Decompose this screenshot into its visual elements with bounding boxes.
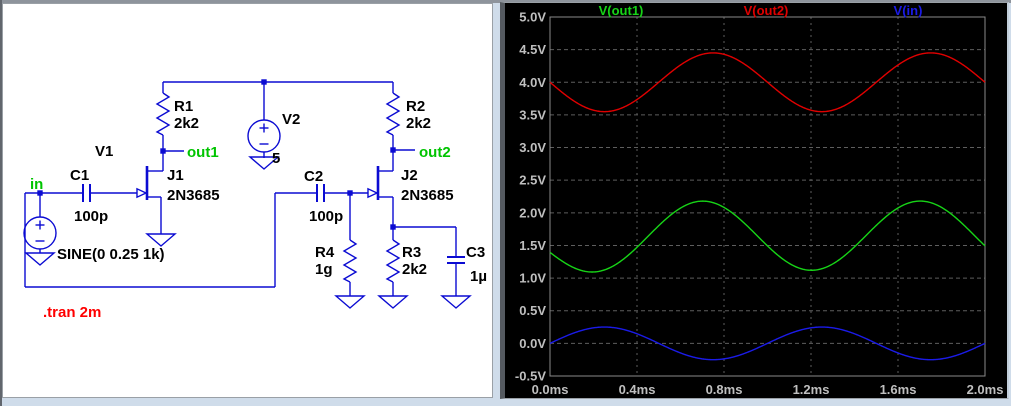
component-name[interactable]: J2	[401, 167, 418, 184]
y-tick-label: 4.5V	[519, 42, 546, 57]
ground-icon[interactable]	[145, 233, 177, 247]
net-label-out2[interactable]: out2	[419, 144, 451, 161]
waveform-viewer-pane[interactable]: 5.0V 4.5V 4.0V 3.5V 3.0V 2.5V 2.0V 1.5V 1.0V 0.5V…	[500, 2, 1009, 399]
component-value[interactable]: 2k2	[402, 261, 427, 278]
component-value[interactable]: 100p	[74, 208, 108, 225]
component-name[interactable]: J1	[167, 167, 184, 184]
junction-dot	[261, 79, 267, 85]
y-tick-label: 3.5V	[519, 107, 546, 122]
y-tick-label: 0.5V	[519, 303, 546, 318]
wire-net[interactable]	[24, 81, 457, 296]
resistor-R1[interactable]: R1 2k2	[155, 92, 199, 136]
trace-vout1	[549, 200, 986, 273]
y-tick-label: 3.0V	[519, 140, 546, 155]
y-tick-label: 2.5V	[519, 173, 546, 188]
net-label-out1[interactable]: out1	[187, 144, 219, 161]
net-label-in[interactable]: in	[30, 176, 43, 193]
trace-vin	[549, 326, 986, 361]
schematic-canvas[interactable]: V1 SINE(0 0.25 1k) V2 5 R1 2k2 R2 2k2 R4…	[3, 4, 492, 397]
component-name[interactable]: C3	[466, 244, 485, 261]
resistor-R3[interactable]: R3 2k2	[385, 239, 427, 283]
component-value[interactable]: 5	[272, 150, 280, 167]
y-tick-label: 1.5V	[519, 238, 546, 253]
y-tick-label: 5.0V	[519, 10, 546, 25]
x-tick-label: 0.4ms	[619, 382, 656, 397]
component-value[interactable]: 2k2	[406, 115, 431, 132]
resistor-R2[interactable]: R2 2k2	[385, 92, 431, 136]
x-tick-label: 1.6ms	[880, 382, 917, 397]
component-name[interactable]: C2	[304, 168, 323, 185]
junction-dots	[37, 79, 396, 230]
window-left-frame	[0, 0, 2, 406]
jfet-J1[interactable]: J1 2N3685	[136, 166, 220, 204]
component-value[interactable]: 1g	[315, 261, 333, 278]
ground-icon[interactable]	[377, 295, 409, 309]
component-name[interactable]: R4	[315, 244, 335, 261]
component-value[interactable]: 1µ	[470, 268, 487, 285]
ground-icon[interactable]	[334, 295, 366, 309]
component-value[interactable]: 2N3685	[401, 187, 454, 204]
ground-icon[interactable]	[440, 295, 472, 309]
component-value[interactable]: SINE(0 0.25 1k)	[57, 246, 165, 263]
component-value[interactable]: 100p	[309, 208, 343, 225]
ground-icon[interactable]	[248, 156, 280, 170]
component-value[interactable]: 2N3685	[167, 187, 220, 204]
plot-area[interactable]	[550, 17, 985, 376]
y-tick-label: 1.0V	[519, 271, 546, 286]
y-tick-label: 2.0V	[519, 205, 546, 220]
junction-dot	[37, 190, 43, 196]
component-name[interactable]: R3	[402, 244, 421, 261]
legend-vout2[interactable]: V(out2)	[744, 3, 789, 18]
y-tick-label: -0.5V	[515, 369, 546, 384]
component-name[interactable]: V2	[282, 111, 300, 128]
ground-icon[interactable]	[24, 252, 56, 266]
x-tick-label: 1.2ms	[793, 382, 830, 397]
voltage-source-V2[interactable]: V2 5	[247, 111, 300, 167]
capacitor-C3[interactable]: C3 1µ	[447, 244, 487, 285]
junction-dot	[160, 148, 166, 154]
plot-border	[549, 16, 986, 377]
junction-dot	[390, 147, 396, 153]
capacitor-C2[interactable]: C2 100p	[304, 168, 343, 225]
x-tick-label: 0.0ms	[532, 382, 569, 397]
component-name[interactable]: R2	[406, 98, 425, 115]
component-value[interactable]: 2k2	[174, 115, 199, 132]
y-tick-label: 4.0V	[519, 75, 546, 90]
capacitor-C1[interactable]: C1 100p	[70, 167, 108, 225]
legend-vout1[interactable]: V(out1)	[599, 3, 644, 18]
window-top-frame	[0, 0, 1011, 3]
legend-vin[interactable]: V(in)	[894, 3, 923, 18]
component-name[interactable]: R1	[174, 98, 193, 115]
gate-arrow-icon	[367, 187, 379, 199]
grounds[interactable]	[24, 156, 472, 309]
junction-dot	[390, 224, 396, 230]
component-name[interactable]: V1	[95, 143, 113, 160]
waveform-plot[interactable]: 5.0V 4.5V 4.0V 3.5V 3.0V 2.5V 2.0V 1.5V 1.0V 0.5V…	[505, 3, 1008, 398]
junction-dot	[347, 190, 353, 196]
x-tick-label: 0.8ms	[706, 382, 743, 397]
jfet-J2[interactable]: J2 2N3685	[367, 166, 454, 204]
schematic-editor-pane[interactable]: V1 SINE(0 0.25 1k) V2 5 R1 2k2 R2 2k2 R4…	[2, 3, 493, 398]
trace-vout2	[549, 52, 986, 113]
x-tick-label: 2.0ms	[967, 382, 1004, 397]
spice-directive[interactable]: .tran 2m	[43, 304, 101, 321]
component-name[interactable]: C1	[70, 167, 89, 184]
resistor-R4[interactable]: R4 1g	[315, 239, 358, 283]
voltage-source-V1[interactable]: V1 SINE(0 0.25 1k)	[23, 143, 165, 263]
y-tick-label: 0.0V	[519, 336, 546, 351]
gate-arrow-icon	[136, 187, 148, 199]
